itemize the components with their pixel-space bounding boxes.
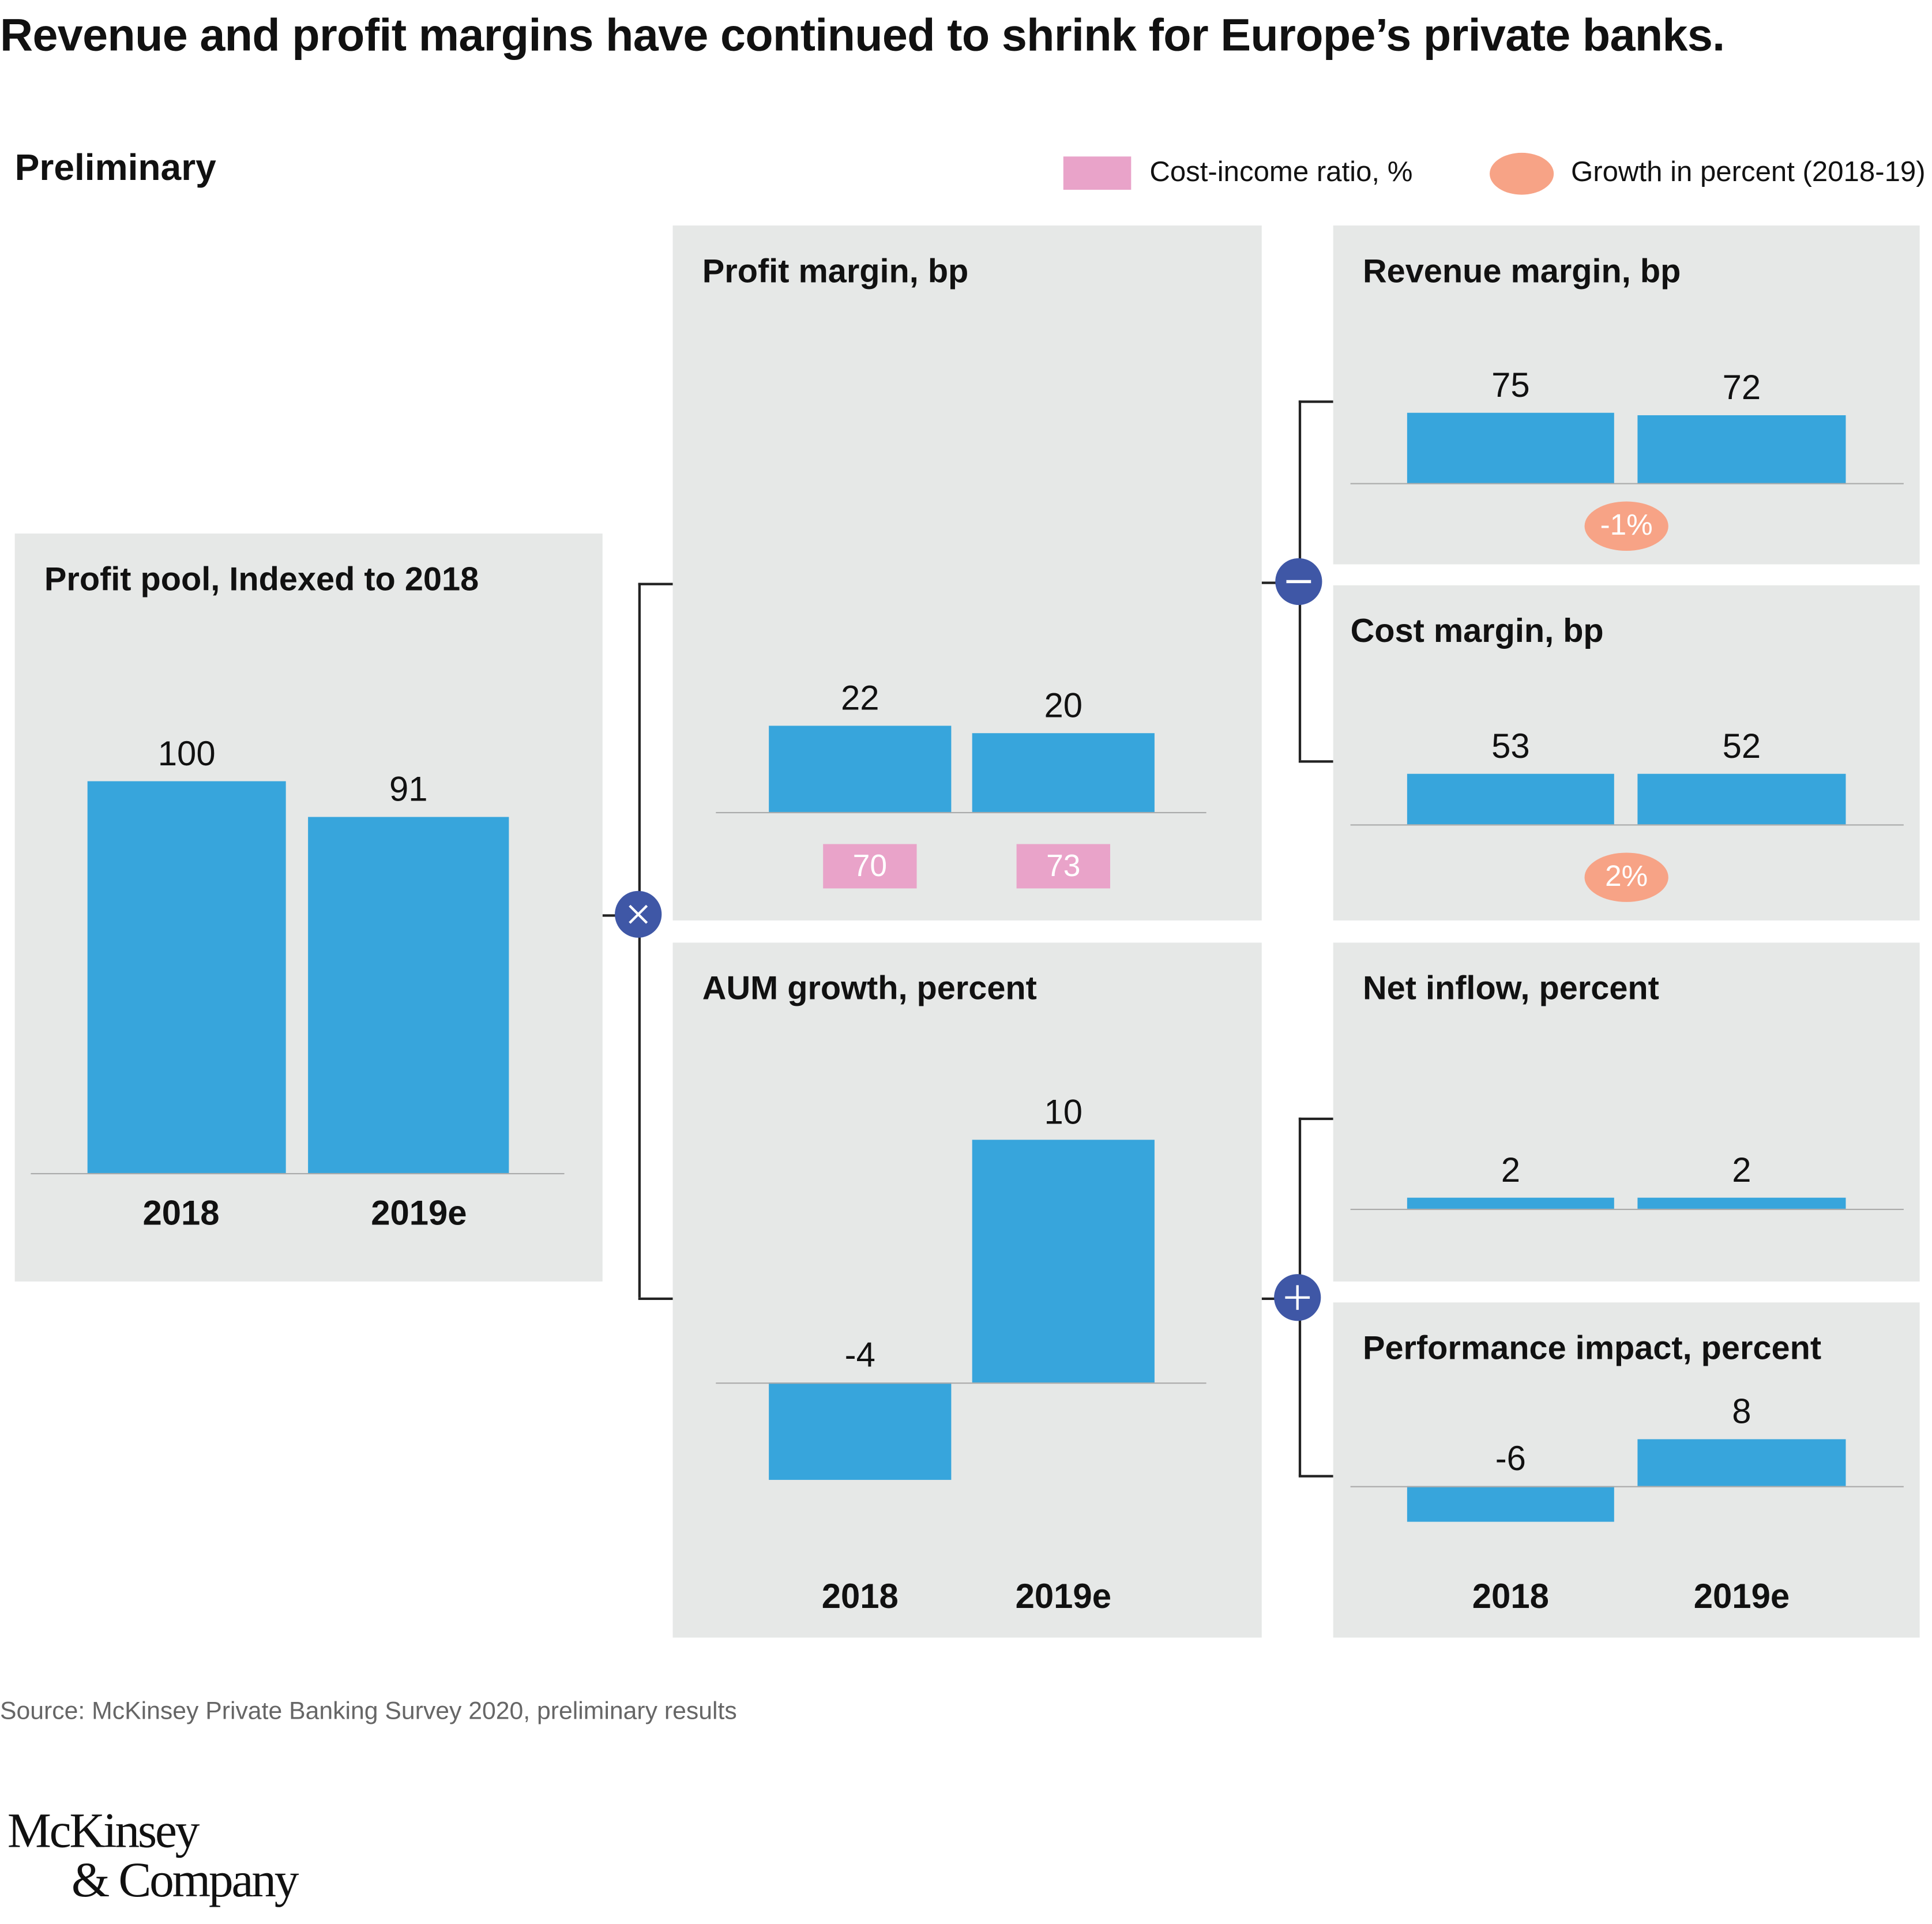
source-note: Source: McKinsey Private Banking Survey … bbox=[0, 1698, 737, 1726]
legend-swatch-cost-income bbox=[1063, 156, 1132, 190]
value-label: 100 bbox=[157, 734, 216, 773]
connector bbox=[1298, 400, 1333, 403]
minus-icon bbox=[1275, 558, 1322, 606]
value-label: 53 bbox=[1491, 726, 1530, 765]
value-label: 72 bbox=[1722, 369, 1761, 407]
value-label: 10 bbox=[1044, 1093, 1083, 1132]
bar bbox=[1407, 412, 1614, 483]
value-label: 2 bbox=[1732, 1151, 1751, 1189]
connector bbox=[602, 914, 618, 916]
cost-income-ratio-box: 70 bbox=[823, 844, 917, 889]
bar bbox=[1407, 1486, 1614, 1522]
baseline bbox=[1350, 1486, 1904, 1487]
bar bbox=[1637, 415, 1846, 483]
panel-title: Profit margin, bp bbox=[702, 252, 969, 290]
bar bbox=[1407, 1197, 1614, 1209]
chart-panel: Profit margin, bp bbox=[672, 225, 1262, 920]
chart-title: Revenue and profit margins have continue… bbox=[0, 10, 1725, 61]
value-label: 20 bbox=[1044, 686, 1083, 726]
bar bbox=[1637, 1438, 1846, 1486]
value-label: 52 bbox=[1722, 727, 1761, 766]
value-label: 75 bbox=[1491, 366, 1530, 404]
baseline bbox=[31, 1173, 565, 1175]
panel-title: Profit pool, Indexed to 2018 bbox=[44, 561, 479, 598]
panel-title: Cost margin, bp bbox=[1350, 612, 1604, 649]
legend-label-cost-income: Cost-income ratio, % bbox=[1149, 155, 1413, 187]
bar bbox=[769, 726, 952, 812]
subtitle: Preliminary bbox=[14, 148, 216, 189]
connector bbox=[638, 583, 673, 585]
value-label: -4 bbox=[844, 1335, 875, 1374]
panel-title: AUM growth, percent bbox=[702, 969, 1037, 1007]
legend-swatch-growth bbox=[1490, 152, 1554, 195]
connector bbox=[1261, 1297, 1277, 1299]
baseline bbox=[1350, 1208, 1904, 1211]
x-tick-label: 2018 bbox=[1472, 1577, 1549, 1615]
chart-panel: AUM growth, percent bbox=[672, 942, 1262, 1638]
value-label: 8 bbox=[1732, 1392, 1751, 1430]
growth-bubble: -1% bbox=[1584, 501, 1668, 551]
plus-icon bbox=[1274, 1274, 1321, 1321]
bar bbox=[308, 816, 509, 1173]
connector bbox=[1298, 760, 1333, 762]
baseline bbox=[1350, 483, 1904, 484]
x-tick-label: 2018 bbox=[821, 1577, 899, 1615]
connector bbox=[1298, 1475, 1333, 1477]
baseline bbox=[1350, 824, 1904, 826]
bar bbox=[769, 1382, 952, 1480]
bar bbox=[1407, 773, 1614, 825]
bar bbox=[972, 734, 1155, 812]
x-tick-label: 2019e bbox=[371, 1194, 467, 1232]
value-label: -6 bbox=[1495, 1439, 1526, 1478]
multiply-icon bbox=[615, 890, 662, 938]
value-label: 91 bbox=[389, 769, 428, 808]
baseline bbox=[716, 811, 1206, 814]
panel-title: Revenue margin, bp bbox=[1362, 252, 1681, 290]
connector bbox=[1261, 581, 1277, 584]
legend-label-growth: Growth in percent (2018-19) bbox=[1571, 155, 1926, 187]
x-tick-label: 2019e bbox=[1693, 1577, 1790, 1615]
value-label: 22 bbox=[840, 679, 879, 717]
panel-title: Net inflow, percent bbox=[1362, 969, 1659, 1007]
connector bbox=[1298, 1117, 1333, 1120]
bar bbox=[87, 781, 286, 1173]
growth-bubble: 2% bbox=[1584, 852, 1668, 902]
connector bbox=[638, 583, 640, 1298]
baseline bbox=[716, 1382, 1206, 1384]
panel-title: Performance impact, percent bbox=[1362, 1329, 1822, 1367]
x-tick-label: 2019e bbox=[1015, 1577, 1111, 1615]
bar bbox=[972, 1140, 1155, 1383]
bar bbox=[1637, 1197, 1846, 1209]
value-label: 2 bbox=[1501, 1151, 1520, 1189]
chart-panel: Net inflow, percent bbox=[1333, 942, 1920, 1282]
cost-income-ratio-box: 73 bbox=[1016, 844, 1110, 889]
bar bbox=[1637, 774, 1846, 825]
connector bbox=[638, 1297, 673, 1299]
company-logo: McKinsey & Company bbox=[7, 1802, 299, 1908]
x-tick-label: 2018 bbox=[142, 1194, 220, 1232]
